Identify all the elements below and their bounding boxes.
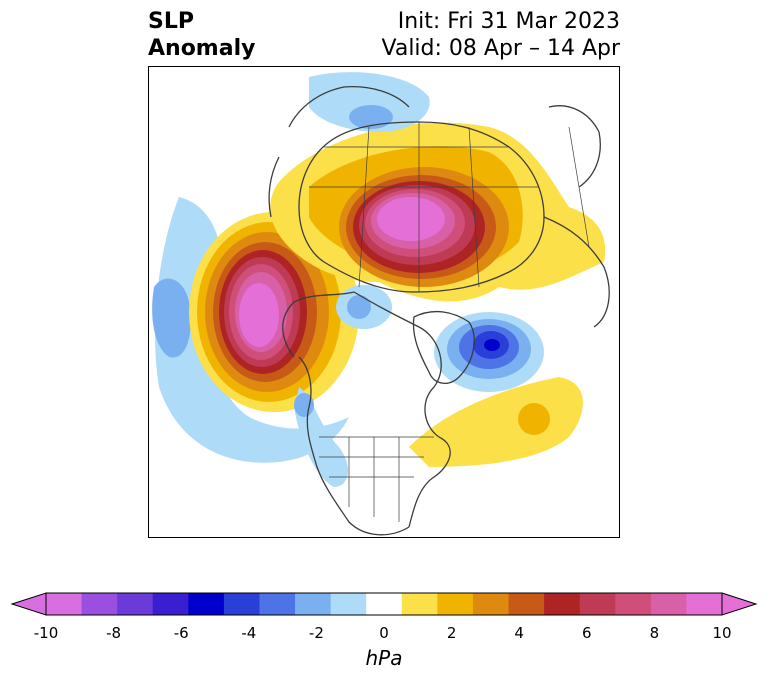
colorbar-segment [508,593,545,615]
colorbar-segment [437,593,474,615]
colorbar-segment [117,593,154,615]
atlantic-positive-anomaly [409,377,583,467]
colorbar-tick-label: 6 [582,624,592,642]
colorbar-segment [686,593,723,615]
colorbar-segment [401,593,438,615]
greenland-negative-anomaly [434,312,544,392]
colorbar-segment [544,593,581,615]
colorbar-tick-label: 2 [446,624,457,642]
colorbar-segment [81,593,118,615]
valid-range: Valid: 08 Apr – 14 Apr [381,36,621,61]
colorbar-tick-label: 8 [649,624,660,642]
coastlines [268,86,610,536]
colorbar-segment [188,593,225,615]
colorbar-segment [472,593,510,615]
colorbar-segment [615,593,652,615]
colorbar-tick-label: 10 [712,624,732,642]
colorbar-tick-label: -6 [173,624,189,642]
init-date: Init: Fri 31 Mar 2023 [397,9,620,34]
slp-anomaly-map [148,66,620,538]
colorbar-segment [46,593,83,615]
atlantic-positive-core [518,403,550,435]
europe-negative-core [349,105,393,129]
colorbar-tick-label: 0 [379,624,389,642]
title-line-2: Anomaly [148,36,256,61]
pacific-negative-core [152,278,191,358]
political-borders [309,122,590,522]
colorbar-segment [330,593,367,615]
colorbar-segment [295,593,332,615]
colorbar-extend-high [721,592,758,616]
colorbar-segment [650,593,687,615]
colorbar-tick-label: -4 [241,624,257,642]
us-negative-core [294,393,314,417]
colorbar-unit: hPa [365,646,403,670]
colorbar-outline [45,592,723,616]
europe-negative-anomaly [309,72,430,132]
colorbar-tick-label: -8 [106,624,122,642]
colorbar [0,586,768,684]
map-canvas [152,72,610,536]
map-title: SLP Anomaly [148,8,255,62]
colorbar-tick-label: -2 [308,624,324,642]
colorbar-scale [10,592,758,616]
colorbar-extend-low [10,592,47,616]
forecast-dates: Init: Fri 31 Mar 2023 Valid: 08 Apr – 14… [382,8,621,62]
colorbar-segment [366,593,403,615]
colorbar-tick-label: 4 [514,624,524,642]
arctic-negative-core [347,295,371,319]
colorbar-segment [152,593,189,615]
colorbar-tick-label: -10 [33,624,59,642]
polar-positive-anomaly [270,122,606,302]
colorbar-segment [579,593,616,615]
colorbar-segment [223,593,260,615]
title-line-1: SLP [148,9,194,34]
colorbar-segment [259,593,296,615]
